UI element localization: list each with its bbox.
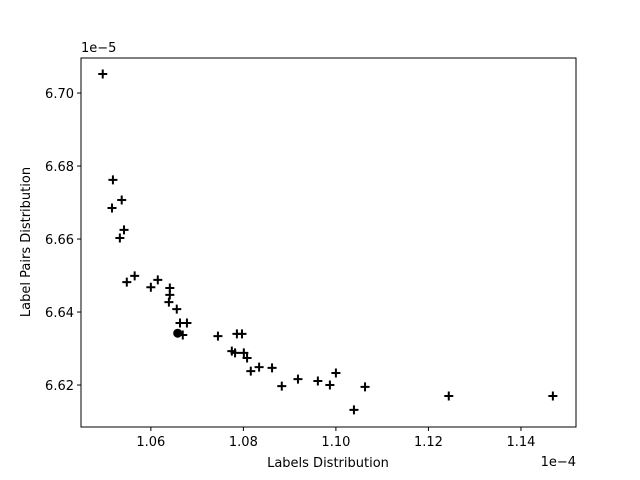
point	[182, 318, 192, 328]
x-offset-label: 1e−4	[541, 455, 576, 470]
y-tick-label: 6.64	[45, 306, 74, 321]
point	[360, 382, 370, 392]
point	[130, 271, 140, 281]
point	[230, 348, 240, 358]
point	[254, 362, 264, 372]
y-tick-label: 6.62	[45, 379, 74, 394]
y-tick-label: 6.70	[45, 87, 74, 102]
point	[277, 381, 287, 391]
x-tick-label: 1.14	[506, 435, 535, 450]
point	[164, 297, 174, 307]
point	[115, 233, 125, 243]
y-offset-label: 1e−5	[81, 41, 116, 56]
point	[172, 304, 182, 314]
point	[153, 275, 163, 285]
point	[108, 175, 118, 185]
point	[239, 348, 249, 358]
x-axis-label: Labels Distribution	[267, 456, 389, 471]
y-axis-label: Label Pairs Distribution	[19, 167, 34, 317]
point	[444, 391, 454, 401]
x-tick-label: 1.10	[321, 435, 350, 450]
y-tick-label: 6.66	[45, 233, 74, 248]
point	[119, 225, 129, 235]
point	[98, 69, 108, 79]
x-tick-label: 1.06	[136, 435, 165, 450]
plot-frame	[80, 57, 577, 428]
point	[107, 203, 117, 213]
point	[325, 380, 335, 390]
point	[146, 282, 156, 292]
point	[331, 368, 341, 378]
point	[117, 195, 127, 205]
point	[237, 329, 247, 339]
point	[246, 366, 256, 376]
point	[548, 391, 558, 401]
point	[242, 353, 252, 363]
point	[122, 277, 132, 287]
point	[313, 376, 323, 386]
point	[293, 374, 303, 384]
x-tick-label: 1.12	[414, 435, 443, 450]
x-tick-label: 1.08	[229, 435, 258, 450]
point	[213, 331, 223, 341]
point	[267, 363, 277, 373]
point	[349, 405, 359, 415]
y-tick-label: 6.68	[45, 160, 74, 175]
point	[173, 328, 183, 338]
